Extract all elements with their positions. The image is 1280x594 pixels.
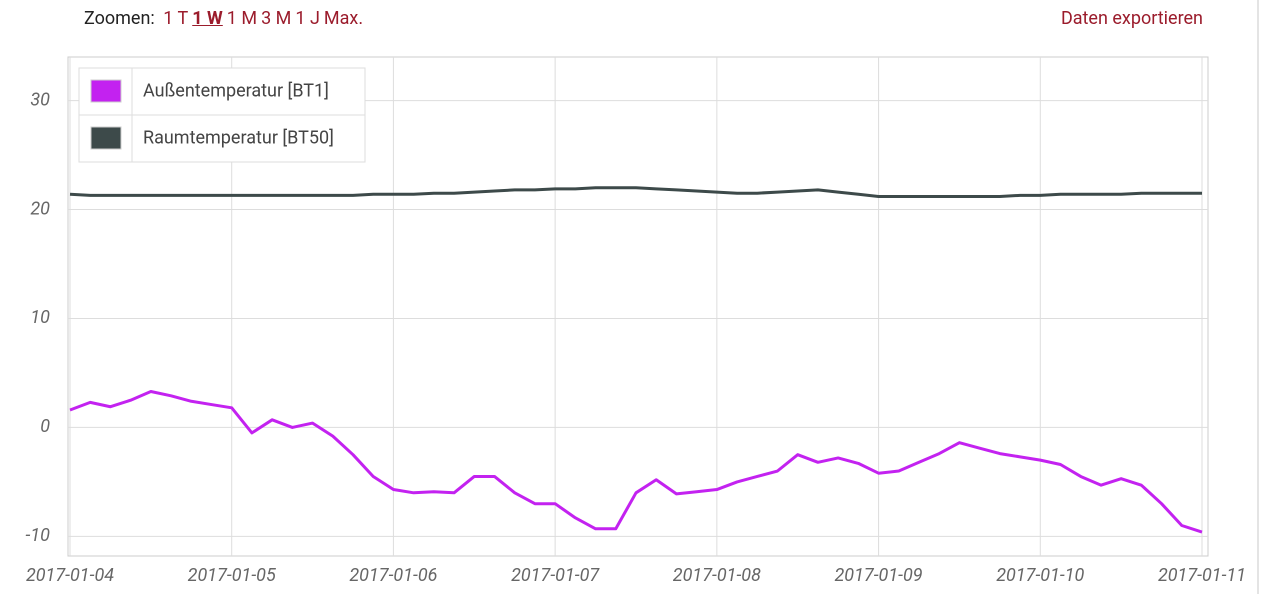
legend-swatch [90,79,122,103]
y-tick-label: 30 [30,89,50,110]
x-tick-label: 2017-01-05 [188,565,276,586]
zoom-option[interactable]: 1 W [192,8,223,29]
zoom-option[interactable]: 1 M [226,8,258,29]
legend-row [78,67,366,116]
zoom-option[interactable]: 1 T [163,8,189,29]
zoom-option[interactable]: Max. [323,8,364,29]
x-tick-label: 2017-01-08 [673,565,761,586]
line-series [69,389,1203,534]
x-tick-label: 2017-01-11 [1158,565,1246,586]
y-tick-label: 0 [40,416,50,437]
plot-frame [67,56,1209,557]
legend-label: Raumtemperatur [BT50] [143,127,334,148]
x-tick-label: 2017-01-07 [511,565,600,586]
line-series [69,186,1202,198]
zoom-label: Zoomen: [84,8,155,29]
zoom-option[interactable]: 1 J [295,8,320,29]
y-tick-label: 20 [30,198,50,219]
legend-label: Außentemperatur [BT1] [143,80,329,101]
x-tick-label: 2017-01-10 [996,565,1084,586]
export-link[interactable]: Daten exportieren [1060,8,1203,29]
y-tick-label: -10 [26,525,51,546]
x-tick-label: 2017-01-09 [835,565,923,586]
x-tick-label: 2017-01-06 [349,565,437,586]
y-tick-label: 10 [30,307,50,328]
legend-row [78,114,366,163]
zoom-option[interactable]: 3 M [261,8,292,29]
legend-swatch [90,126,122,150]
x-tick-label: 2017-01-04 [26,565,114,586]
